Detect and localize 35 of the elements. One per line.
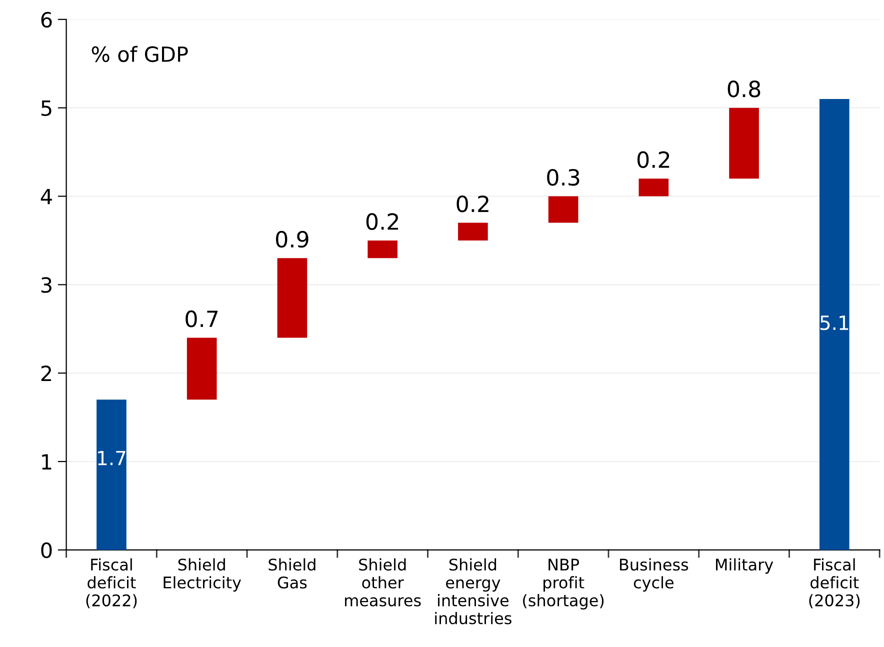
- data-label: 5.1: [820, 316, 848, 330]
- x-tick-label: Shield other measures: [345, 558, 421, 606]
- x-tick-label: Fiscal deficit (2022): [86, 558, 137, 608]
- y-tick-label: 4: [40, 188, 52, 204]
- x-tick-label: Business cycle: [620, 558, 688, 592]
- data-label: 0.2: [366, 213, 398, 230]
- data-label: 0.9: [276, 230, 308, 248]
- bar: [186, 338, 217, 400]
- bar: [458, 222, 488, 240]
- y-tick-label: 6: [41, 12, 52, 28]
- y-tick-label: 1: [42, 454, 52, 470]
- x-tick-label: Military: [716, 558, 774, 574]
- data-label: 0.7: [186, 310, 218, 328]
- bar: [638, 178, 669, 196]
- data-label: 1.7: [98, 450, 126, 466]
- bar: [548, 196, 578, 223]
- data-label: 0.8: [728, 80, 760, 98]
- bar: [729, 108, 759, 179]
- x-tick-label: Shield energy intensive industries: [435, 558, 512, 624]
- data-label: 0.3: [547, 168, 580, 186]
- y-tick-label: 3: [41, 277, 52, 293]
- y-tick-label: 5: [41, 100, 52, 116]
- data-label: 0.2: [637, 151, 670, 168]
- y-tick-label: 0: [41, 542, 52, 558]
- bar: [277, 258, 308, 338]
- x-tick-label: Shield Electricity: [164, 558, 242, 592]
- bar: [819, 98, 850, 550]
- bar: [368, 240, 398, 258]
- bar: [96, 400, 126, 550]
- y-tick-label: 2: [41, 366, 52, 382]
- annotation: % of GDP: [92, 46, 188, 62]
- x-tick-label: NBP profit (shortage): [523, 558, 604, 610]
- x-tick-label: Fiscal deficit (2023): [809, 558, 860, 608]
- x-tick-label: Shield Gas: [268, 558, 316, 589]
- data-label: 0.2: [456, 195, 488, 212]
